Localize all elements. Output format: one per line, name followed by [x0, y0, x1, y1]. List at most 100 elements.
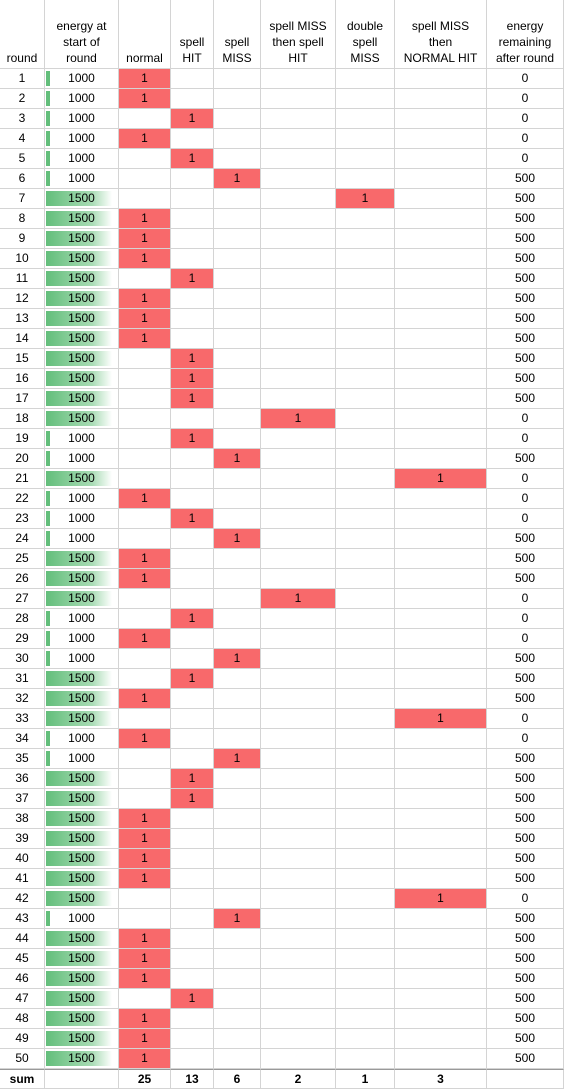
energy-start-cell[interactable]: 1500 — [45, 229, 119, 249]
miss-then-normal-cell[interactable] — [395, 849, 487, 869]
spell-hit-cell[interactable] — [171, 649, 214, 669]
miss-then-normal-cell[interactable] — [395, 869, 487, 889]
miss-then-hit-cell[interactable] — [261, 389, 336, 409]
energy-remaining-cell[interactable]: 500 — [487, 269, 564, 289]
header-normal[interactable]: normal — [119, 0, 171, 69]
spell-miss-cell[interactable] — [214, 769, 261, 789]
header-round[interactable]: round — [0, 0, 45, 69]
miss-then-hit-cell[interactable] — [261, 869, 336, 889]
energy-start-cell[interactable]: 1000 — [45, 169, 119, 189]
round-cell[interactable]: 12 — [0, 289, 45, 309]
normal-cell[interactable] — [119, 749, 171, 769]
miss-then-normal-cell[interactable] — [395, 309, 487, 329]
spell-miss-cell[interactable] — [214, 569, 261, 589]
miss-then-normal-cell[interactable] — [395, 1049, 487, 1069]
round-cell[interactable]: 11 — [0, 269, 45, 289]
spell-hit-cell[interactable] — [171, 229, 214, 249]
round-cell[interactable]: 7 — [0, 189, 45, 209]
round-cell[interactable]: 34 — [0, 729, 45, 749]
energy-start-cell[interactable]: 1000 — [45, 729, 119, 749]
energy-start-cell[interactable]: 1500 — [45, 689, 119, 709]
round-cell[interactable]: 26 — [0, 569, 45, 589]
spell-miss-cell[interactable] — [214, 549, 261, 569]
miss-then-hit-cell[interactable] — [261, 729, 336, 749]
miss-then-normal-cell[interactable] — [395, 149, 487, 169]
double-miss-cell[interactable] — [336, 869, 395, 889]
sum-spell-miss[interactable]: 6 — [214, 1069, 261, 1089]
normal-cell[interactable] — [119, 889, 171, 909]
round-cell[interactable]: 44 — [0, 929, 45, 949]
double-miss-cell[interactable] — [336, 949, 395, 969]
round-cell[interactable]: 22 — [0, 489, 45, 509]
round-cell[interactable]: 45 — [0, 949, 45, 969]
spell-hit-cell[interactable] — [171, 529, 214, 549]
miss-then-normal-cell[interactable] — [395, 69, 487, 89]
miss-then-hit-cell[interactable] — [261, 489, 336, 509]
double-miss-cell[interactable] — [336, 269, 395, 289]
normal-cell[interactable] — [119, 469, 171, 489]
double-miss-cell[interactable] — [336, 409, 395, 429]
normal-cell[interactable] — [119, 509, 171, 529]
miss-then-normal-cell[interactable] — [395, 129, 487, 149]
spell-hit-cell[interactable]: 1 — [171, 149, 214, 169]
spell-hit-cell[interactable]: 1 — [171, 389, 214, 409]
energy-remaining-cell[interactable]: 0 — [487, 469, 564, 489]
double-miss-cell[interactable] — [336, 749, 395, 769]
spell-miss-cell[interactable] — [214, 269, 261, 289]
normal-cell[interactable] — [119, 709, 171, 729]
double-miss-cell[interactable] — [336, 809, 395, 829]
energy-remaining-cell[interactable]: 0 — [487, 429, 564, 449]
header-miss-then-hit[interactable]: spell MISS then spell HIT — [261, 0, 336, 69]
miss-then-normal-cell[interactable] — [395, 589, 487, 609]
normal-cell[interactable] — [119, 529, 171, 549]
spell-miss-cell[interactable]: 1 — [214, 649, 261, 669]
round-cell[interactable]: 4 — [0, 129, 45, 149]
miss-then-normal-cell[interactable] — [395, 609, 487, 629]
normal-cell[interactable] — [119, 429, 171, 449]
spell-miss-cell[interactable] — [214, 69, 261, 89]
miss-then-hit-cell[interactable] — [261, 829, 336, 849]
round-cell[interactable]: 1 — [0, 69, 45, 89]
spell-miss-cell[interactable] — [214, 1009, 261, 1029]
miss-then-hit-cell[interactable] — [261, 469, 336, 489]
round-cell[interactable]: 37 — [0, 789, 45, 809]
miss-then-hit-cell[interactable] — [261, 69, 336, 89]
energy-start-cell[interactable]: 1500 — [45, 829, 119, 849]
spell-hit-cell[interactable] — [171, 189, 214, 209]
energy-remaining-cell[interactable]: 0 — [487, 489, 564, 509]
spell-miss-cell[interactable] — [214, 309, 261, 329]
round-cell[interactable]: 30 — [0, 649, 45, 669]
miss-then-normal-cell[interactable] — [395, 769, 487, 789]
spell-miss-cell[interactable] — [214, 89, 261, 109]
round-cell[interactable]: 29 — [0, 629, 45, 649]
round-cell[interactable]: 13 — [0, 309, 45, 329]
miss-then-normal-cell[interactable]: 1 — [395, 469, 487, 489]
normal-cell[interactable]: 1 — [119, 1049, 171, 1069]
miss-then-normal-cell[interactable] — [395, 629, 487, 649]
miss-then-normal-cell[interactable] — [395, 489, 487, 509]
miss-then-hit-cell[interactable] — [261, 169, 336, 189]
double-miss-cell[interactable] — [336, 1009, 395, 1029]
spell-miss-cell[interactable] — [214, 669, 261, 689]
miss-then-normal-cell[interactable] — [395, 249, 487, 269]
energy-start-cell[interactable]: 1500 — [45, 329, 119, 349]
normal-cell[interactable] — [119, 189, 171, 209]
miss-then-hit-cell[interactable] — [261, 509, 336, 529]
energy-remaining-cell[interactable]: 0 — [487, 589, 564, 609]
header-double-miss[interactable]: double spell MISS — [336, 0, 395, 69]
normal-cell[interactable]: 1 — [119, 249, 171, 269]
energy-remaining-cell[interactable]: 500 — [487, 869, 564, 889]
spell-hit-cell[interactable] — [171, 589, 214, 609]
spell-hit-cell[interactable] — [171, 409, 214, 429]
double-miss-cell[interactable] — [336, 909, 395, 929]
energy-remaining-cell[interactable]: 0 — [487, 709, 564, 729]
double-miss-cell[interactable] — [336, 369, 395, 389]
normal-cell[interactable]: 1 — [119, 1009, 171, 1029]
miss-then-hit-cell[interactable] — [261, 249, 336, 269]
energy-start-cell[interactable]: 1500 — [45, 789, 119, 809]
normal-cell[interactable] — [119, 669, 171, 689]
round-cell[interactable]: 6 — [0, 169, 45, 189]
energy-start-cell[interactable]: 1500 — [45, 709, 119, 729]
double-miss-cell[interactable] — [336, 149, 395, 169]
double-miss-cell[interactable] — [336, 889, 395, 909]
